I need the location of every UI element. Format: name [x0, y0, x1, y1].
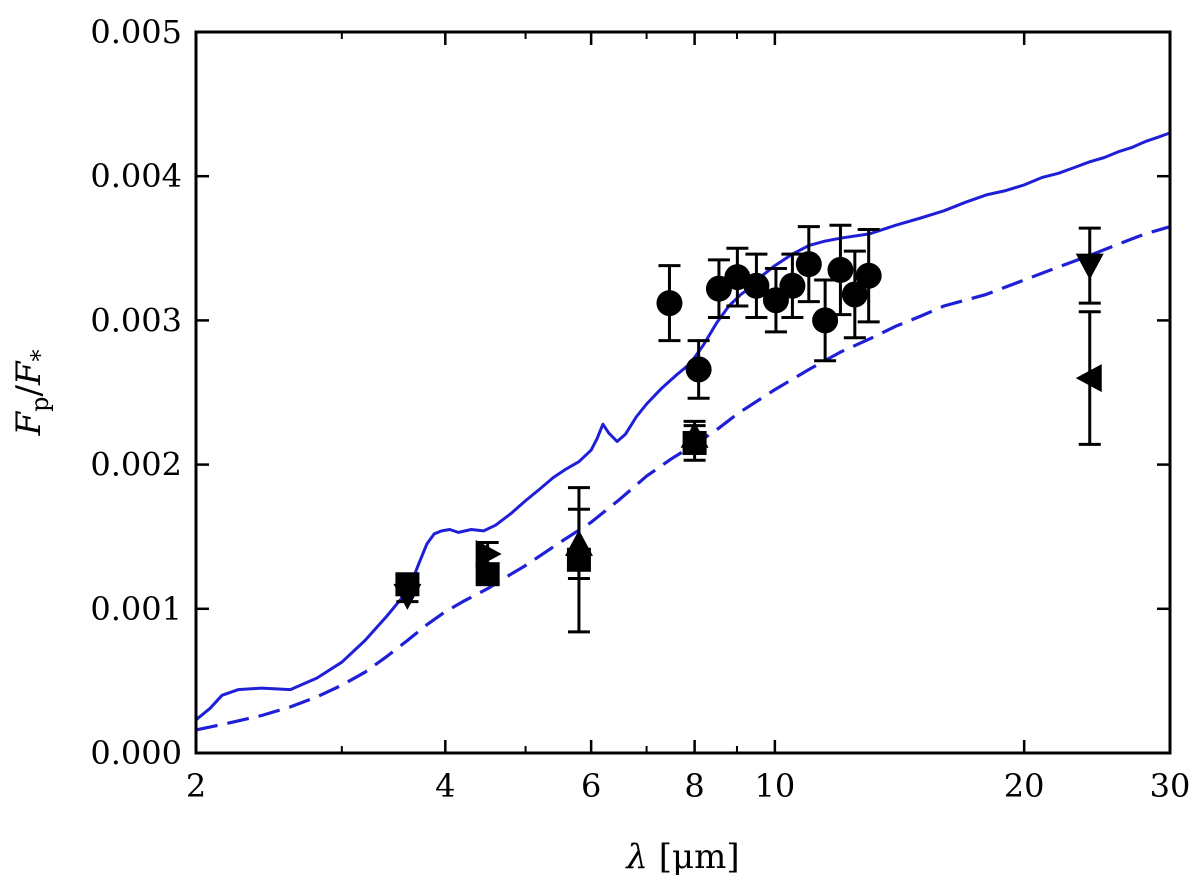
y-axis-label: Fp/F*	[9, 349, 54, 436]
y-tick-label-4: 0.004	[90, 157, 182, 195]
triangles-up-marker-0	[564, 529, 593, 556]
triangles-up-marker-1	[680, 421, 709, 448]
x-tick-label-2: 6	[581, 767, 601, 805]
circles-marker-0	[656, 290, 683, 317]
circles-marker-8	[812, 307, 839, 334]
y-axis-label-text: Fp/F*	[9, 349, 54, 436]
circles-marker-6	[779, 272, 806, 299]
circles-marker-10	[841, 281, 868, 308]
circles-marker-4	[743, 272, 770, 299]
squares-series	[395, 424, 707, 634]
triangles-right-marker-0	[475, 540, 502, 569]
x-tick-label-0: 2	[186, 767, 206, 805]
x-tick-label-1: 4	[435, 767, 455, 805]
circles-marker-9	[827, 256, 854, 283]
triangles-left-series	[1075, 310, 1102, 446]
model-dashed-line	[195, 225, 1171, 732]
triangles-up-series	[564, 419, 709, 581]
triangles-down-series	[393, 226, 1104, 610]
plot-frame	[194, 30, 1172, 755]
model-solid-line	[195, 131, 1171, 721]
triangles-down-marker-1	[1075, 253, 1104, 280]
circles-marker-11	[855, 262, 882, 289]
data-points	[393, 223, 1104, 634]
axis-ticks: 0.000 0.001 0.002 0.003 0.004 0.005 2 4 6 8 10 20 30	[90, 13, 1190, 805]
y-tick-label-2: 0.002	[90, 446, 182, 484]
y-tick-label-5: 0.005	[90, 13, 182, 51]
circles-marker-7	[795, 251, 822, 278]
circles-marker-1	[685, 356, 712, 383]
x-tick-label-6: 30	[1150, 767, 1191, 805]
triangles-down-marker-0	[393, 583, 422, 610]
circles-series	[656, 223, 882, 400]
x-tick-label-5: 20	[1004, 767, 1045, 805]
x-axis-label: λ [μm]	[624, 837, 739, 877]
x-tick-label-4: 10	[755, 767, 796, 805]
triangles-left-marker-0	[1075, 364, 1102, 393]
y-tick-label-1: 0.001	[90, 590, 182, 628]
triangles-right-series	[475, 540, 502, 569]
y-tick-label-3: 0.003	[90, 301, 182, 339]
x-tick-label-3: 8	[684, 767, 704, 805]
y-tick-label-0: 0.000	[90, 734, 182, 772]
x-axis-label-text: λ [μm]	[624, 837, 739, 877]
